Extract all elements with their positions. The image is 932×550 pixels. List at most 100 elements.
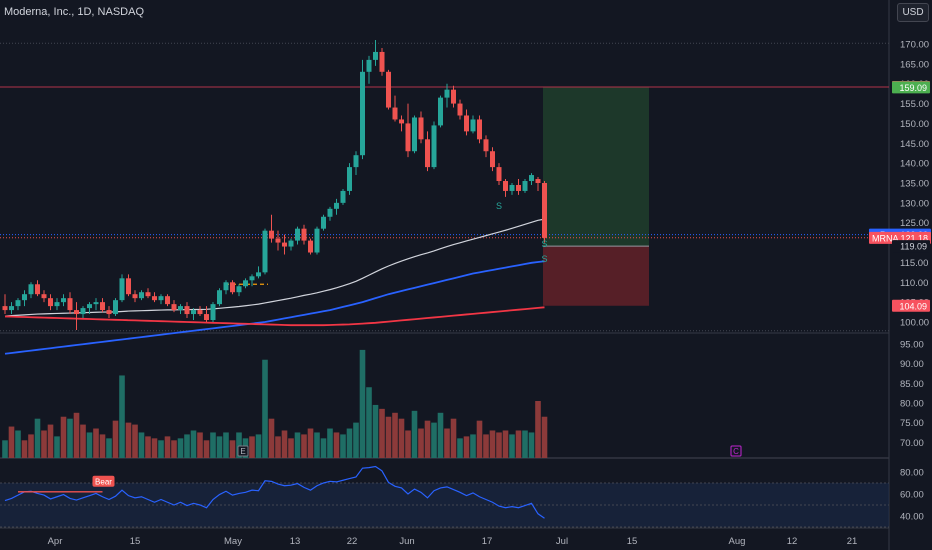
candle-body xyxy=(191,310,196,315)
time-tick-label: 22 xyxy=(347,536,358,547)
candle-body xyxy=(360,71,365,156)
volume-bar xyxy=(54,436,60,458)
candle-body xyxy=(412,117,417,152)
volume-bar xyxy=(340,434,346,458)
volume-bars xyxy=(2,349,548,458)
candle-body xyxy=(366,59,372,72)
volume-bar xyxy=(366,387,372,458)
moving-averages xyxy=(4,218,545,355)
volume-bar xyxy=(138,432,145,458)
chart-title: Moderna, Inc., 1D, NASDAQ xyxy=(4,6,144,18)
volume-bar xyxy=(34,418,41,458)
volume-bar xyxy=(21,440,28,458)
candle-body xyxy=(165,296,170,305)
volume-bar xyxy=(268,418,275,458)
volume-bar xyxy=(112,420,119,458)
candle-body xyxy=(197,310,203,315)
volume-bar xyxy=(528,432,535,458)
candle-body xyxy=(249,276,255,281)
candle-body xyxy=(54,302,60,307)
volume-bar xyxy=(288,438,294,458)
candle-body xyxy=(145,292,151,297)
candle-body xyxy=(529,175,534,182)
currency-button[interactable]: USD xyxy=(897,3,929,22)
long-position-tool[interactable] xyxy=(543,87,649,306)
candle-body xyxy=(61,298,66,303)
candle-body xyxy=(171,304,177,311)
candle-body xyxy=(451,89,456,104)
time-tick-label: May xyxy=(224,536,242,547)
volume-bar xyxy=(210,432,216,458)
horizontal-lines[interactable] xyxy=(0,86,889,332)
sma-red-line xyxy=(4,306,545,327)
time-tick-label: 17 xyxy=(482,536,493,547)
candle-body xyxy=(210,304,216,321)
rsi-pane: Bear xyxy=(0,465,889,528)
volume-tick-label: 75.00 xyxy=(900,418,924,429)
candle-body xyxy=(477,119,482,140)
candle-body xyxy=(535,179,541,183)
candle-body xyxy=(139,292,144,299)
volume-bar xyxy=(60,416,67,458)
price-label-text: 119.09 xyxy=(900,242,927,252)
candlesticks xyxy=(2,40,547,330)
price-line-label: 159.09 xyxy=(892,81,930,94)
price-tick-label: 125.00 xyxy=(900,218,929,229)
candle-body xyxy=(80,308,86,315)
candle-body xyxy=(236,286,242,293)
volume-bar xyxy=(281,430,288,458)
price-tick-label: 130.00 xyxy=(900,198,929,209)
price-tick-label: 140.00 xyxy=(900,159,929,170)
candle-body xyxy=(522,181,528,191)
candle-body xyxy=(275,238,281,243)
candle-body xyxy=(431,125,437,168)
candle-body xyxy=(243,280,248,287)
volume-bar xyxy=(411,410,418,458)
candle-body xyxy=(301,228,307,241)
volume-bar xyxy=(470,434,476,458)
loss-zone xyxy=(543,246,649,306)
volume-bar xyxy=(158,440,164,458)
time-tick-label: 13 xyxy=(290,536,301,547)
grid-lines xyxy=(0,0,890,550)
candle-body xyxy=(457,103,463,116)
signal-marker: S xyxy=(541,239,547,249)
time-tick-label: 12 xyxy=(787,536,798,547)
volume-bar xyxy=(73,412,80,458)
rsi-tick-label: 80.00 xyxy=(900,468,924,479)
volume-tick-label: 95.00 xyxy=(900,340,924,351)
price-line-label: 104.09 xyxy=(892,299,930,312)
signal-marker: S xyxy=(496,201,502,211)
volume-tick-label: 85.00 xyxy=(900,379,924,390)
price-tick-label: 115.00 xyxy=(900,258,928,269)
volume-bar xyxy=(275,436,281,458)
volume-bar xyxy=(145,436,151,458)
candle-body xyxy=(425,139,430,168)
volume-bar xyxy=(294,432,301,458)
candle-body xyxy=(392,107,398,120)
volume-bar xyxy=(405,430,411,458)
volume-bar xyxy=(489,430,496,458)
candle-body xyxy=(386,71,391,108)
volume-bar xyxy=(392,412,398,458)
rsi-line xyxy=(4,465,545,519)
candle-body xyxy=(178,306,183,311)
price-tick-label: 165.00 xyxy=(900,59,929,70)
candle-body xyxy=(353,155,359,168)
volume-bar xyxy=(444,428,450,458)
price-label-bg xyxy=(892,299,930,312)
volume-bar xyxy=(47,424,54,458)
price-line-label: 119.09 xyxy=(892,240,930,253)
volume-bar xyxy=(327,428,333,458)
candle-body xyxy=(256,272,261,277)
bear-label: Bear xyxy=(95,477,112,486)
volume-bar xyxy=(502,430,509,458)
candle-body xyxy=(2,306,8,311)
volume-bar xyxy=(522,430,528,458)
time-tick-label: 21 xyxy=(847,536,858,547)
candle-body xyxy=(470,119,476,132)
candle-body xyxy=(340,190,346,203)
candle-body xyxy=(230,282,235,293)
